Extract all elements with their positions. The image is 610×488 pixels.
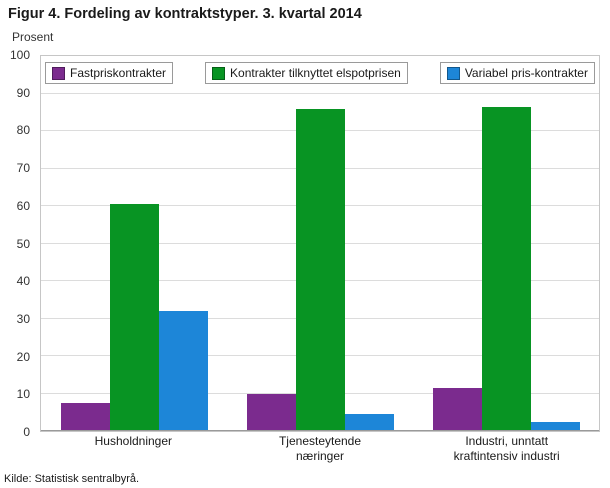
legend-label: Fastpriskontrakter bbox=[70, 66, 167, 80]
y-axis-title: Prosent bbox=[12, 30, 54, 44]
bar bbox=[432, 387, 482, 431]
gridline bbox=[41, 92, 599, 94]
legend-item: Variabel pris-kontrakter bbox=[439, 62, 595, 84]
bar bbox=[158, 311, 208, 431]
legend-label: Variabel pris-kontrakter bbox=[464, 66, 588, 80]
chart-title: Figur 4. Fordeling av kontraktstyper. 3.… bbox=[8, 6, 362, 22]
legend-label: Kontrakter tilknyttet elspotprisen bbox=[230, 66, 401, 80]
x-axis-category-labels: Husholdninger Tjenesteytende næringer Indu… bbox=[40, 434, 600, 464]
x-category-label: Tjenesteytende næringer bbox=[278, 434, 362, 463]
legend-swatch bbox=[52, 66, 65, 80]
y-tick-label: 10 bbox=[16, 387, 30, 402]
x-axis-line bbox=[41, 430, 599, 431]
bar bbox=[481, 106, 531, 431]
y-tick-label: 80 bbox=[16, 123, 30, 138]
legend-item: Kontrakter tilknyttet elspotprisen bbox=[205, 62, 408, 84]
legend-swatch bbox=[446, 66, 460, 80]
y-tick-label: 100 bbox=[9, 48, 30, 62]
y-tick-label: 0 bbox=[23, 425, 30, 439]
source-note: Kilde: Statistisk sentralbyrå. bbox=[4, 473, 140, 485]
y-tick-label: 40 bbox=[16, 274, 30, 289]
y-tick-label: 60 bbox=[16, 198, 30, 213]
y-tick-label: 90 bbox=[16, 85, 30, 100]
y-axis-tick-labels: 0 10 20 30 40 50 60 70 80 90 100 bbox=[0, 48, 36, 439]
y-tick-label: 20 bbox=[16, 349, 30, 364]
bar bbox=[530, 421, 580, 431]
y-tick-label: 50 bbox=[16, 236, 30, 251]
bar bbox=[344, 414, 394, 431]
bar bbox=[109, 204, 159, 431]
legend: Fastpriskontrakter Kontrakter tilknyttet … bbox=[45, 62, 595, 84]
y-tick-label: 30 bbox=[16, 311, 30, 326]
bar bbox=[246, 393, 296, 431]
x-category-label: Industri, unntatt kraftintensiv industri bbox=[453, 434, 560, 463]
bar-group bbox=[41, 56, 227, 431]
legend-swatch bbox=[212, 66, 226, 80]
bar bbox=[60, 402, 110, 431]
bar-groups bbox=[41, 56, 599, 431]
bar-group bbox=[227, 56, 413, 431]
x-category-label: Husholdninger bbox=[94, 434, 173, 448]
plot-area: Fastpriskontrakter Kontrakter tilknyttet … bbox=[40, 55, 600, 432]
bar bbox=[295, 108, 345, 431]
legend-item: Fastpriskontrakter bbox=[45, 62, 174, 84]
bar-group bbox=[413, 56, 599, 431]
y-tick-label: 70 bbox=[16, 161, 30, 176]
